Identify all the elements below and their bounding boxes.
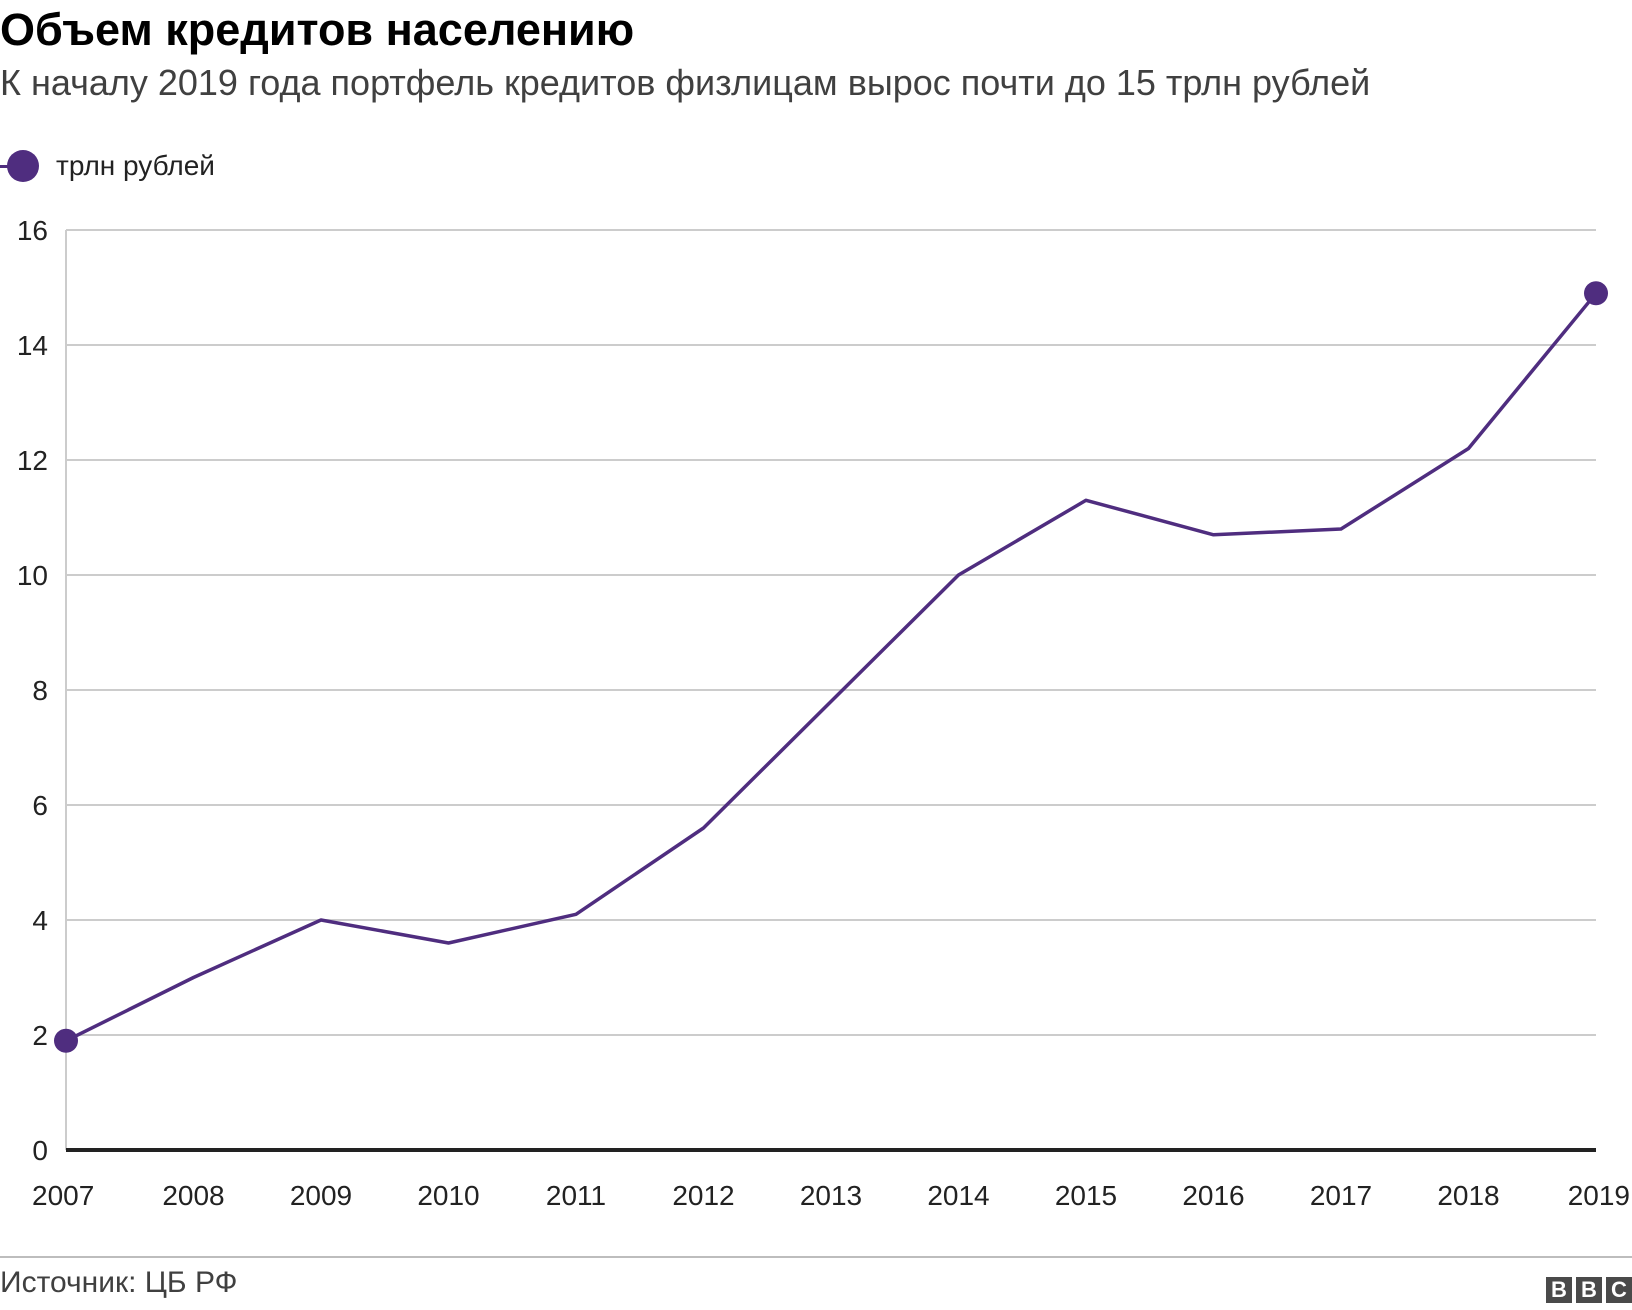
bbc-logo-letter: B [1576,1277,1602,1303]
line-chart: 0 2 4 6 8 10 12 14 16 2007 2008 2009 2010 2011 2012 20… [17,215,1630,1211]
y-tick-label: 4 [32,905,48,936]
y-tick-label: 10 [17,560,48,591]
x-tick-label: 2012 [672,1180,734,1211]
legend-marker-icon [0,146,40,186]
x-tick-label: 2016 [1182,1180,1244,1211]
source-note: Источник: ЦБ РФ [0,1266,238,1299]
x-tick-label: 2015 [1055,1180,1117,1211]
y-tick-label: 6 [32,790,48,821]
x-tick-label: 2010 [417,1180,479,1211]
y-tick-label: 14 [17,330,48,361]
x-tick-label: 2014 [927,1180,989,1211]
y-tick-label: 12 [17,445,48,476]
x-tick-label: 2008 [162,1180,224,1211]
chart-title: Объем кредитов населению [0,4,635,55]
x-tick-label: 2007 [32,1180,94,1211]
x-tick-label: 2013 [800,1180,862,1211]
y-tick-label: 16 [17,215,48,246]
y-tick-label: 2 [32,1020,48,1051]
bbc-logo-letter: C [1606,1277,1632,1303]
legend: трлн рублей [0,146,215,186]
data-point-marker [1584,281,1608,306]
y-tick-label: 8 [32,675,48,706]
legend-label: трлн рублей [56,150,215,181]
x-tick-label: 2017 [1310,1180,1372,1211]
chart-subtitle: К началу 2019 года портфель кредитов физ… [0,62,1371,103]
x-tick-label: 2019 [1568,1180,1630,1211]
x-tick-label: 2018 [1437,1180,1499,1211]
bbc-logo: B B C [1546,1277,1632,1303]
x-tick-label: 2011 [546,1180,606,1211]
data-point-marker [54,1028,78,1053]
x-tick-label: 2009 [290,1180,352,1211]
bbc-logo-letter: B [1546,1277,1572,1303]
y-tick-label: 0 [32,1135,48,1166]
footer-divider [0,1256,1632,1258]
series-line [65,292,1598,1043]
